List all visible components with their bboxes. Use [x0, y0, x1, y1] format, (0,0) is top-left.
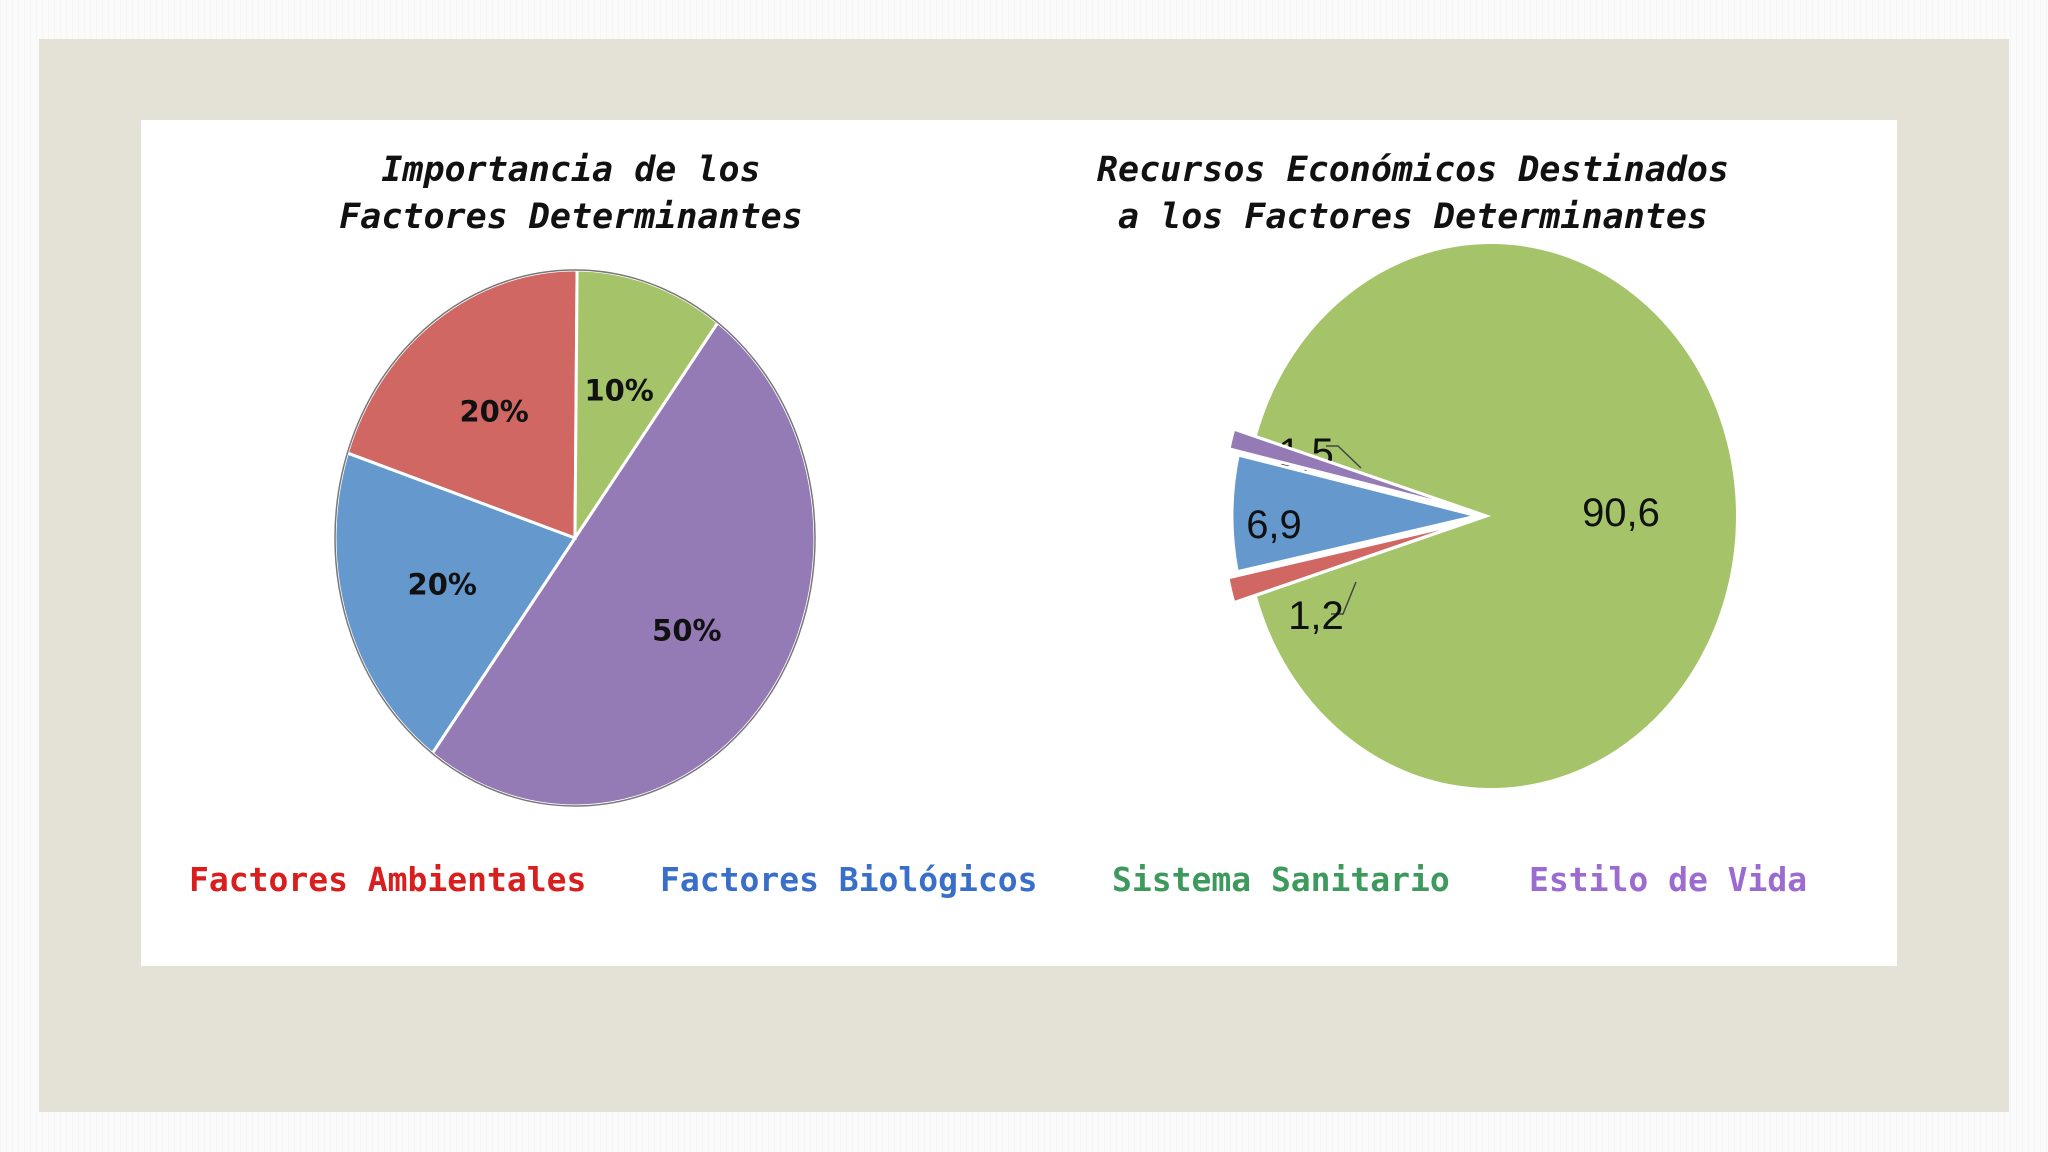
- pie2-leader-factores-ambientales: [1326, 445, 1362, 469]
- pie2-slices: 90,61,56,91,2: [1226, 244, 1736, 788]
- legend: Factores Ambientales Factores Biológicos…: [189, 860, 1807, 899]
- chart2-title-line1: Recursos Económicos Destinados: [1097, 150, 1729, 190]
- pie2-slice-sistema-sanitario: [1257, 244, 1736, 788]
- pie1-label-sistema-sanitario: 10%: [584, 374, 653, 408]
- chart2-title-line2: a los Factores Determinantes: [1118, 197, 1708, 237]
- pie1-label-estilo-de-vida: 50%: [652, 613, 721, 647]
- pie1-outline: [334, 269, 816, 807]
- pie1-label-factores-ambientales: 20%: [459, 394, 528, 428]
- pie-chart-recursos: Recursos Económicos Destinados a los Fac…: [1097, 150, 1736, 788]
- chart1-title-line1: Importancia de los: [381, 150, 760, 190]
- pie1-label-factores-biologicos: 20%: [408, 568, 477, 602]
- pie2-slice-factores-ambientales: [1226, 520, 1469, 605]
- pie2-label-estilo-de-vida: 1,2: [1288, 594, 1344, 638]
- legend-item-sanitario: Sistema Sanitario: [1112, 860, 1450, 899]
- slide-frame: Importancia de los Factores Determinante…: [39, 39, 2009, 1112]
- charts-svg: Importancia de los Factores Determinante…: [189, 150, 1807, 899]
- legend-item-biologicos: Factores Biológicos: [660, 860, 1038, 899]
- legend-item-estilo-vida: Estilo de Vida: [1529, 860, 1807, 899]
- pie-chart-importancia: Importancia de los Factores Determinante…: [333, 150, 817, 808]
- chart-panel: Importancia de los Factores Determinante…: [141, 120, 1897, 966]
- pie2-slice-factores-biologicos: [1230, 453, 1478, 574]
- legend-item-ambientales: Factores Ambientales: [189, 860, 586, 899]
- pie2-slice-estilo-de-vida: [1227, 427, 1469, 512]
- chart1-title-line2: Factores Determinantes: [339, 197, 803, 237]
- pie2-label-sistema-sanitario: 90,6: [1582, 491, 1660, 535]
- pie2-label-factores-biologicos: 6,9: [1246, 503, 1302, 547]
- pie1-slices: 50% 20% 20% 10%: [333, 268, 817, 808]
- pie2-leader-estilo-de-vida: [1331, 581, 1357, 615]
